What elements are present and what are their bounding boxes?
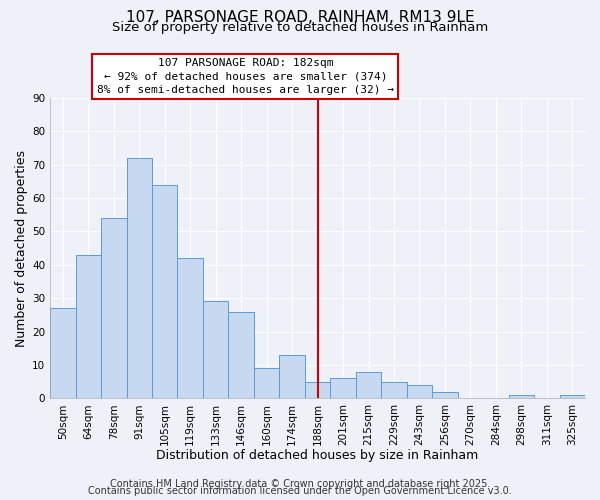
Bar [331, 378, 356, 398]
Bar [356, 372, 381, 398]
Bar [432, 392, 458, 398]
Bar [305, 382, 331, 398]
Text: Size of property relative to detached houses in Rainham: Size of property relative to detached ho… [112, 21, 488, 34]
Bar [280, 355, 305, 399]
Bar [381, 382, 407, 398]
Bar [560, 395, 585, 398]
Bar [178, 258, 203, 398]
Text: Contains public sector information licensed under the Open Government Licence v3: Contains public sector information licen… [88, 486, 512, 496]
Bar [229, 312, 254, 398]
Text: Contains HM Land Registry data © Crown copyright and database right 2025.: Contains HM Land Registry data © Crown c… [110, 479, 490, 489]
Text: 107 PARSONAGE ROAD: 182sqm
← 92% of detached houses are smaller (374)
8% of semi: 107 PARSONAGE ROAD: 182sqm ← 92% of deta… [97, 58, 394, 94]
Bar [101, 218, 127, 398]
Bar [203, 302, 229, 398]
Bar [127, 158, 152, 398]
Bar [152, 184, 178, 398]
Bar [407, 385, 432, 398]
Bar [50, 308, 76, 398]
X-axis label: Distribution of detached houses by size in Rainham: Distribution of detached houses by size … [157, 450, 479, 462]
Y-axis label: Number of detached properties: Number of detached properties [15, 150, 28, 346]
Bar [254, 368, 280, 398]
Bar [76, 254, 101, 398]
Bar [509, 395, 534, 398]
Text: 107, PARSONAGE ROAD, RAINHAM, RM13 9LE: 107, PARSONAGE ROAD, RAINHAM, RM13 9LE [125, 10, 475, 25]
